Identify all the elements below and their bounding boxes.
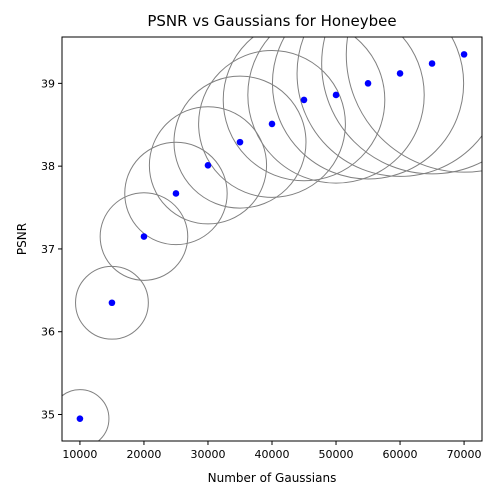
size-ring	[345, 37, 482, 173]
x-tick-label: 10000	[62, 448, 97, 461]
data-point	[108, 299, 116, 307]
y-axis-label: PSNR	[15, 223, 29, 255]
size-ring	[62, 389, 110, 441]
size-ring	[198, 50, 346, 198]
data-point	[300, 96, 308, 104]
size-ring	[222, 37, 386, 182]
size-ring	[173, 75, 307, 209]
y-tick-label: 37	[41, 243, 55, 256]
x-tick-label: 50000	[319, 448, 354, 461]
data-point	[428, 60, 436, 67]
data-point	[204, 162, 212, 169]
size-ring	[296, 37, 482, 177]
data-point	[396, 70, 404, 77]
size-rings	[62, 37, 482, 441]
x-axis-ticks: 10000 20000 30000 40000 50000 60000 70000	[62, 441, 482, 461]
y-tick-label: 39	[41, 77, 55, 90]
data-point	[236, 138, 244, 146]
chart-title: PSNR vs Gaussians for Honeybee	[147, 12, 396, 30]
data-point	[76, 415, 84, 422]
size-ring	[148, 106, 268, 225]
data-point	[172, 190, 180, 197]
size-ring	[247, 37, 425, 184]
size-ring	[99, 192, 189, 281]
size-ring	[124, 141, 228, 246]
size-ring	[271, 37, 465, 180]
data-point	[140, 233, 148, 240]
y-tick-label: 36	[41, 326, 55, 339]
data-point	[460, 51, 468, 58]
y-tick-label: 38	[41, 160, 55, 173]
data-point	[332, 91, 340, 99]
data-point	[364, 80, 372, 87]
x-axis-label: Number of Gaussians	[208, 471, 337, 485]
data-point	[268, 120, 276, 128]
data-points	[76, 51, 468, 422]
x-tick-label: 60000	[383, 448, 418, 461]
x-tick-label: 70000	[447, 448, 482, 461]
y-tick-label: 35	[41, 409, 55, 422]
y-axis-ticks: 35 36 37 38 39	[41, 77, 62, 422]
size-ring	[321, 37, 482, 175]
x-tick-label: 40000	[255, 448, 290, 461]
x-tick-label: 20000	[126, 448, 161, 461]
x-tick-label: 30000	[190, 448, 225, 461]
